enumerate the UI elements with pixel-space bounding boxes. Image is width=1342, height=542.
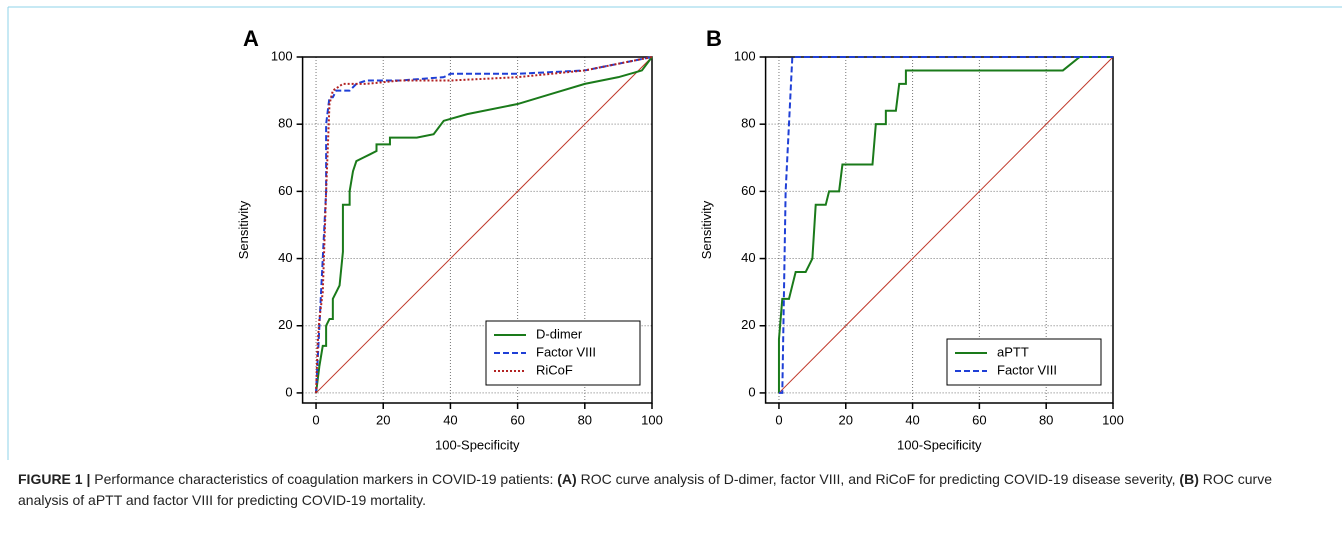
x-axis-label: 100-Specificity bbox=[897, 437, 982, 452]
y-axis-label: Sensitivity bbox=[236, 200, 251, 259]
x-axis-label: 100-Specificity bbox=[435, 437, 520, 452]
plot-frame bbox=[301, 56, 653, 404]
x-tick-label: 0 bbox=[312, 412, 319, 427]
y-tick-label: 40 bbox=[741, 250, 755, 265]
x-tick-label: 100 bbox=[1102, 412, 1124, 427]
caption-text: (A) bbox=[557, 471, 577, 487]
y-tick-label: 60 bbox=[278, 183, 292, 198]
y-tick-label: 40 bbox=[278, 250, 292, 265]
legend-box bbox=[946, 338, 1102, 386]
reference-line bbox=[315, 56, 653, 394]
legend-label: D-dimer bbox=[536, 326, 583, 341]
y-tick-label: 20 bbox=[741, 317, 755, 332]
y-tick-label: 0 bbox=[285, 384, 292, 399]
caption-text: FIGURE 1 | bbox=[18, 471, 91, 487]
x-tick-label: 100 bbox=[641, 412, 663, 427]
y-axis-label: Sensitivity bbox=[699, 200, 714, 259]
figure-caption: FIGURE 1 | Performance characteristics o… bbox=[18, 469, 1318, 511]
y-tick-label: 80 bbox=[278, 116, 292, 131]
roc-curve bbox=[315, 56, 653, 394]
legend-label: RiCoF bbox=[536, 362, 573, 377]
caption-text: Performance characteristics of coagulati… bbox=[90, 471, 558, 487]
y-tick-label: 60 bbox=[741, 183, 755, 198]
x-tick-label: 20 bbox=[839, 412, 853, 427]
panel-label: A bbox=[243, 26, 259, 51]
y-tick-label: 0 bbox=[748, 384, 755, 399]
caption-text: ROC curve analysis of aPTT and factor VI… bbox=[18, 471, 1276, 508]
y-tick-label: 80 bbox=[741, 116, 755, 131]
panel-label: B bbox=[706, 26, 722, 51]
figure: 0 20 40 60 80 100 0 20 40 60 80 100 A 100-Specificity… bbox=[7, 6, 1342, 460]
x-tick-label: 60 bbox=[972, 412, 986, 427]
y-tick-label: 100 bbox=[734, 48, 756, 63]
caption-text: (B) bbox=[1179, 471, 1199, 487]
x-tick-label: 0 bbox=[775, 412, 782, 427]
x-tick-label: 60 bbox=[510, 412, 524, 427]
y-tick-label: 20 bbox=[278, 317, 292, 332]
legend-box bbox=[485, 320, 641, 386]
x-tick-label: 20 bbox=[376, 412, 390, 427]
roc-curve bbox=[778, 56, 1113, 394]
legend-label: aPTT bbox=[997, 344, 1029, 359]
caption-text: ROC curve analysis of D-dimer, factor VI… bbox=[576, 471, 1180, 487]
roc-curve bbox=[777, 56, 1113, 393]
legend-label: Factor VIII bbox=[997, 362, 1057, 377]
y-tick-label: 100 bbox=[271, 48, 293, 63]
x-tick-label: 80 bbox=[578, 412, 592, 427]
x-tick-label: 80 bbox=[1039, 412, 1053, 427]
x-tick-label: 40 bbox=[905, 412, 919, 427]
reference-line bbox=[778, 56, 1114, 394]
x-tick-label: 40 bbox=[443, 412, 457, 427]
legend-label: Factor VIII bbox=[536, 344, 596, 359]
